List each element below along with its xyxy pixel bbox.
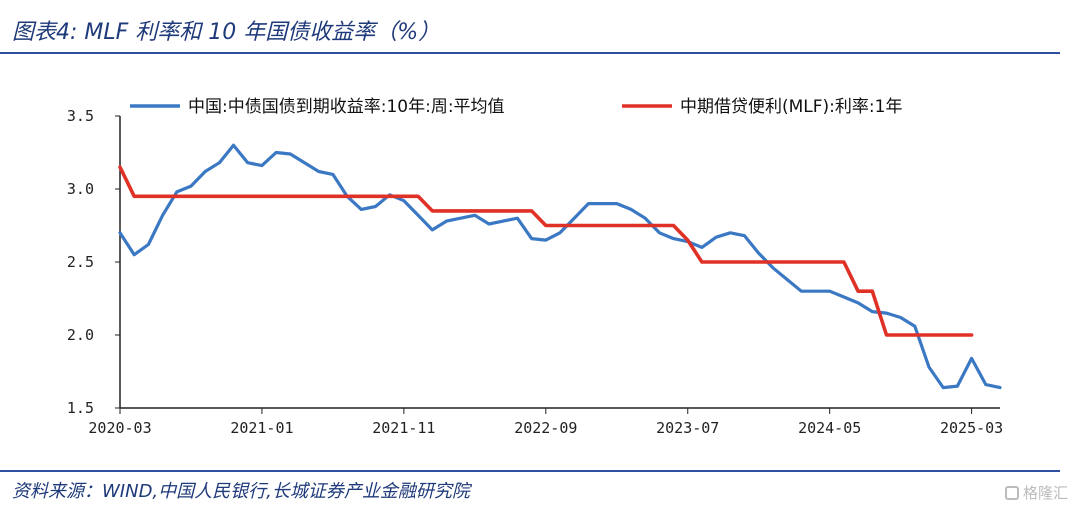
x-tick-label: 2021-01 [230,419,293,437]
watermark: 格隆汇 [1004,482,1068,503]
footer-divider [0,470,1060,472]
legend-label-2: 中期借贷便利(MLF):利率:1年 [680,97,902,117]
series-line-2 [118,165,974,337]
x-tick-label: 2024-05 [798,419,861,437]
y-tick-label: 3.0 [67,180,94,198]
x-tick-label: 2020-03 [88,419,151,437]
chart-area: 3.5 3.0 2.5 2.0 1.5 2020-03 2021-01 2021-11 2022… [67,97,1003,437]
title-divider [0,52,1060,54]
y-tick-label: 1.5 [67,399,94,417]
y-tick-label: 2.5 [67,253,94,271]
watermark-text: 格隆汇 [1022,484,1068,502]
legend-label-1: 中国:中债国债到期收益率:10年:周:平均值 [188,97,505,117]
y-tick-label: 3.5 [67,107,94,125]
x-tick-label: 2025-03 [940,419,1003,437]
x-tick-label: 2023-07 [656,419,719,437]
watermark-icon [1004,485,1019,500]
source-note: 资料来源：WIND,中国人民银行,长城证券产业金融研究院 [12,481,470,502]
series-line-1 [118,143,1002,390]
x-tick-label: 2021-11 [372,419,435,437]
chart-title: 图表4: MLF 利率和 10 年国债收益率（%） [12,20,441,45]
y-tick-label: 2.0 [67,326,94,344]
x-tick-label: 2022-09 [514,419,577,437]
